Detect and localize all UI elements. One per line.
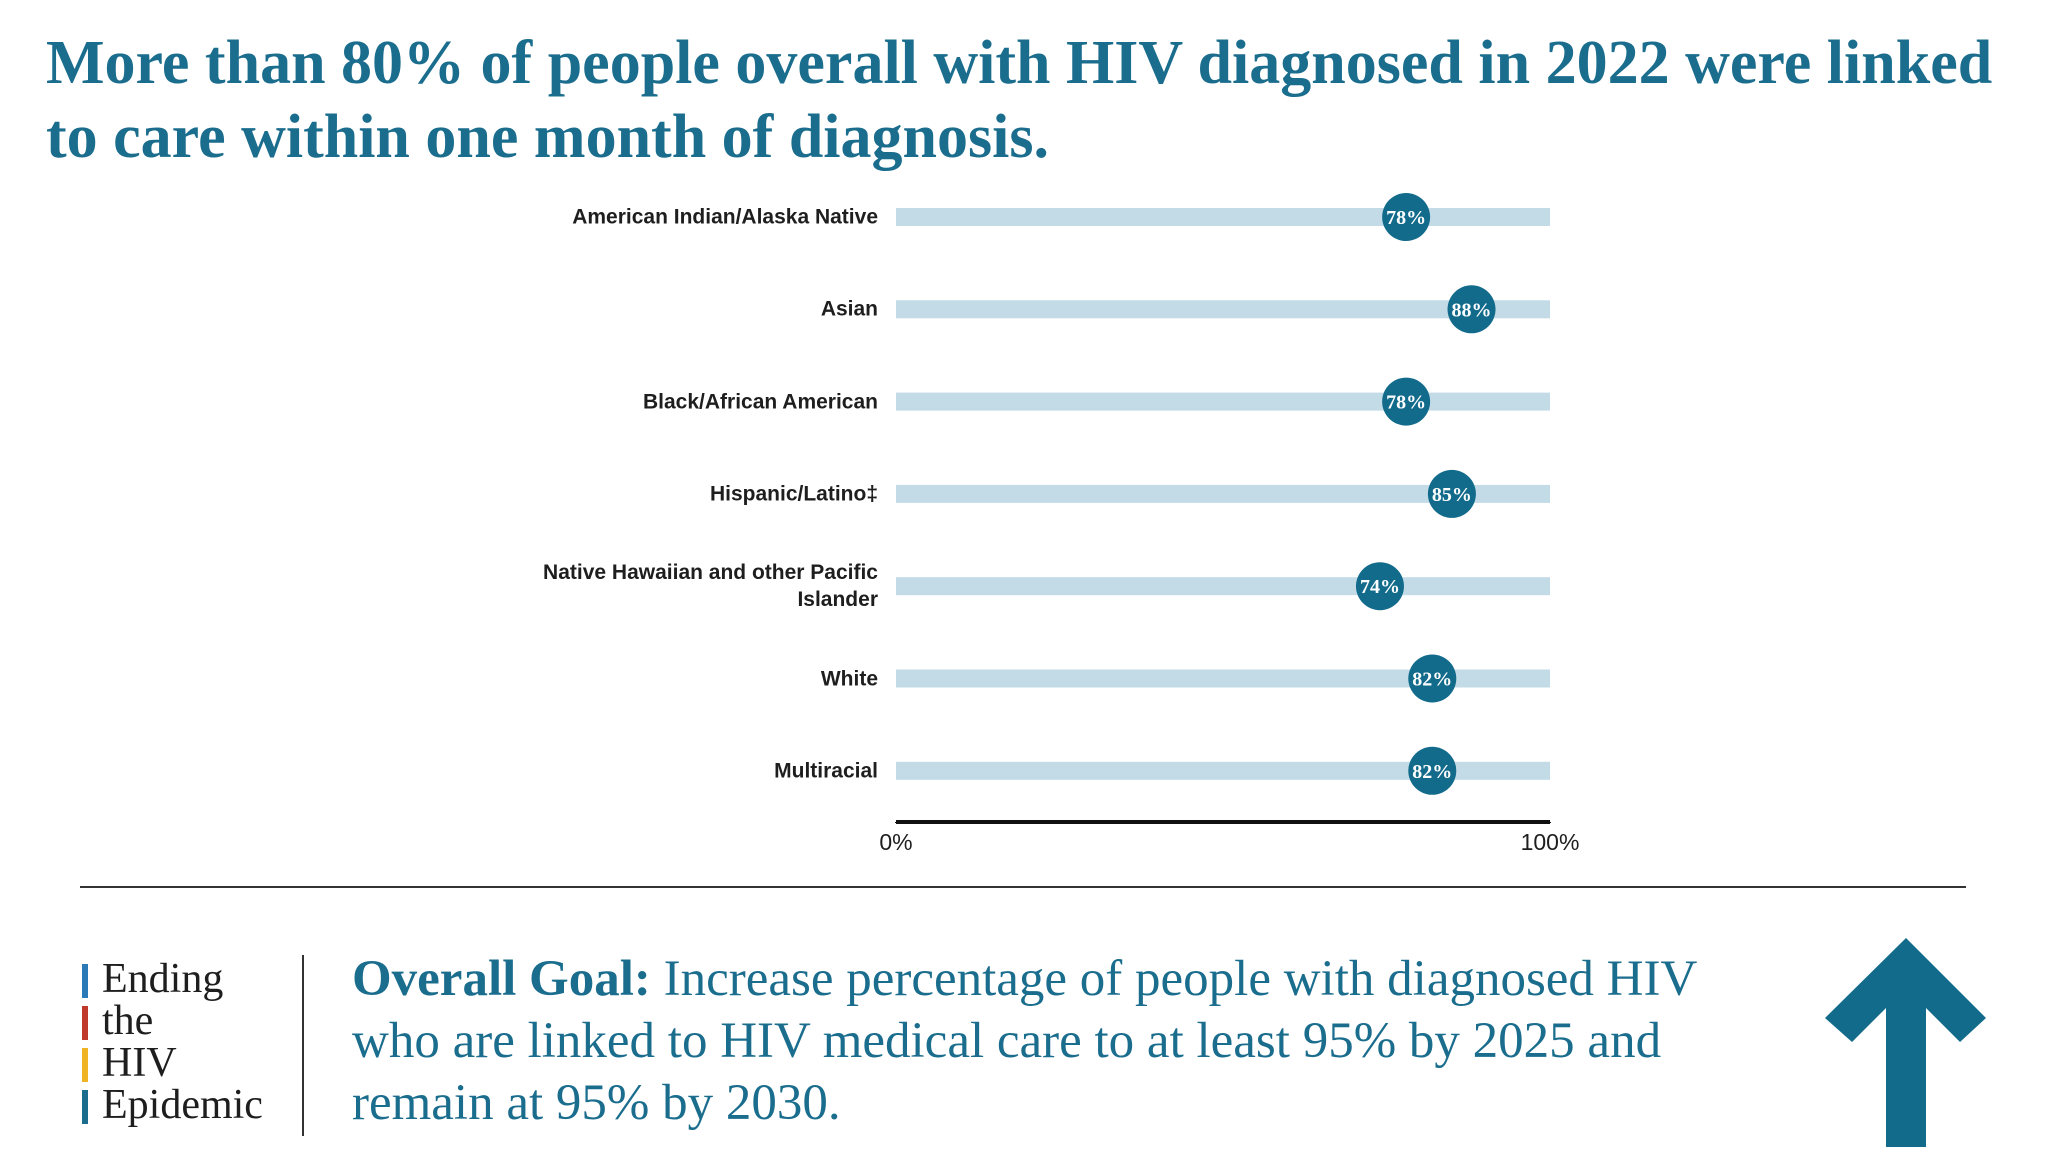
value-label: 82% <box>1412 761 1452 783</box>
value-label: 82% <box>1412 669 1452 691</box>
x-tick-label: 0% <box>879 829 912 855</box>
up-arrow <box>1825 938 1986 1147</box>
dot <box>1382 377 1431 426</box>
category-label: American Indian/Alaska Native <box>572 205 878 229</box>
x-tick-label: 100% <box>1521 829 1580 855</box>
value-label: 74% <box>1360 576 1400 598</box>
category-label: Native Hawaiian and other Pacific Island… <box>543 561 878 612</box>
track <box>896 392 1550 411</box>
dot <box>1382 193 1431 241</box>
logo-text: HIV <box>82 1042 177 1084</box>
track <box>896 577 1550 596</box>
track <box>896 208 1550 226</box>
dot <box>1427 469 1476 518</box>
logo-text: Epidemic <box>82 1084 263 1126</box>
dot <box>1355 562 1404 611</box>
value-label: 88% <box>1452 299 1492 321</box>
chart-title: More than 80% of people overall with HIV… <box>46 29 1993 171</box>
goal: Overall Goal: Increase percentage of peo… <box>352 948 1792 1134</box>
track <box>896 669 1550 688</box>
value-label: 78% <box>1386 207 1426 229</box>
category-label: Black/African American <box>643 390 878 414</box>
category-label: White <box>820 667 878 690</box>
track <box>896 761 1550 780</box>
logo-text: the <box>82 1000 153 1042</box>
category-label: Multiracial <box>774 759 878 783</box>
category-label: Asian <box>820 297 878 321</box>
track <box>896 300 1550 319</box>
goal-text: Increase percentage of people with diagn… <box>352 951 1697 1131</box>
value-label: 85% <box>1432 484 1472 506</box>
goal-label: Overall Goal: <box>352 951 651 1007</box>
value-label: 78% <box>1386 392 1426 414</box>
track <box>896 484 1550 503</box>
logo-text: Ending <box>82 958 223 1000</box>
dot <box>1408 654 1457 703</box>
category-label: Hispanic/Latino‡ <box>709 482 878 506</box>
dot <box>1408 746 1457 795</box>
dot <box>1447 285 1496 334</box>
